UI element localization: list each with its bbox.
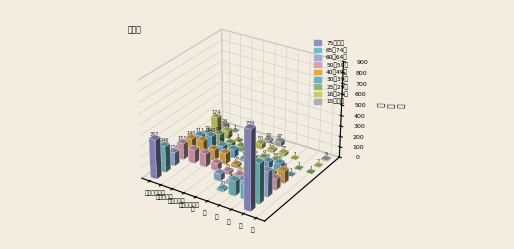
Text: （人）: （人）: [128, 26, 142, 35]
Legend: 75歳以上, 65～74歳, 60～64歳, 50～59歳, 40～49歳, 30～39歳, 25～29歳, 16～24歳, 15歳以下: 75歳以上, 65～74歳, 60～64歳, 50～59歳, 40～49歳, 3…: [315, 40, 348, 104]
